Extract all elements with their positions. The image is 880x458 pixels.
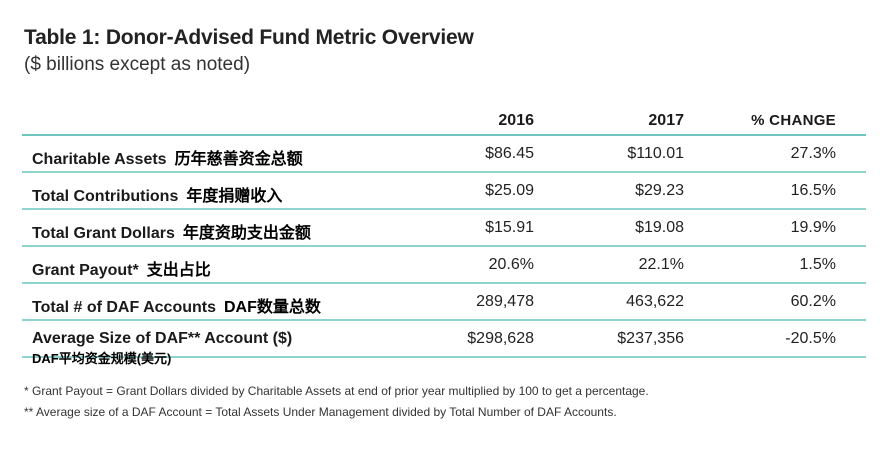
footnote-grant-payout: * Grant Payout = Grant Dollars divided b… xyxy=(24,384,649,398)
table-row: Total Contributions 年度捐赠收入 $25.09 $29.23 … xyxy=(22,173,866,210)
cell-2017: 463,622 xyxy=(626,293,684,310)
cell-2017: $110.01 xyxy=(627,145,684,162)
row-label-zh: DAF数量总数 xyxy=(224,299,321,316)
footnote-average-size: ** Average size of a DAF Account = Total… xyxy=(24,405,617,419)
table-header: 2016 2017 % CHANGE xyxy=(22,100,866,136)
row-label-zh: 支出占比 xyxy=(146,262,211,279)
row-label: Charitable Assets 历年慈善资金总额 xyxy=(32,145,303,169)
row-label-en: Total Contributions xyxy=(32,188,179,205)
last-row-label-zh: DAF平均资金规模(美元) xyxy=(32,351,172,366)
row-label-en: Average Size of DAF** Account ($) xyxy=(32,330,293,347)
cell-change: 1.5% xyxy=(799,256,836,273)
row-label-zh: 年度捐赠收入 xyxy=(186,188,283,205)
table-row: Average Size of DAF** Account ($) $298,6… xyxy=(22,321,866,358)
row-label: Total # of DAF Accounts DAF数量总数 xyxy=(32,293,321,317)
cell-2017: $29.23 xyxy=(635,182,684,199)
row-label-en: Charitable Assets xyxy=(32,151,167,168)
cell-2017: $19.08 xyxy=(635,219,684,236)
cell-2016: $86.45 xyxy=(485,145,534,162)
row-label: Average Size of DAF** Account ($) xyxy=(32,330,292,348)
row-label-en: Grant Payout* xyxy=(32,262,139,279)
column-header-2017: 2017 xyxy=(648,112,684,129)
cell-change: 19.9% xyxy=(790,219,836,236)
cell-change: -20.5% xyxy=(785,330,836,347)
column-header-change: % CHANGE xyxy=(751,112,836,129)
cell-change: 27.3% xyxy=(790,145,836,162)
table-row: Total Grant Dollars 年度资助支出金额 $15.91 $19.0… xyxy=(22,210,866,247)
row-label-en: Total # of DAF Accounts xyxy=(32,299,216,316)
table-row: Total # of DAF Accounts DAF数量总数 289,478 4… xyxy=(22,284,866,321)
cell-change: 16.5% xyxy=(790,182,836,199)
cell-2016: $298,628 xyxy=(467,330,534,347)
table-title: Table 1: Donor-Advised Fund Metric Overv… xyxy=(24,26,474,49)
cell-2016: $25.09 xyxy=(485,182,534,199)
metrics-table: 2016 2017 % CHANGE Charitable Assets 历年慈善… xyxy=(22,100,866,358)
footnotes: * Grant Payout = Grant Dollars divided b… xyxy=(24,384,649,426)
row-label-zh: 年度资助支出金额 xyxy=(182,225,311,242)
table-row: Charitable Assets 历年慈善资金总额 $86.45 $110.01… xyxy=(22,136,866,173)
cell-2016: $15.91 xyxy=(485,219,534,236)
cell-2016: 20.6% xyxy=(488,256,534,273)
cell-2016: 289,478 xyxy=(476,293,534,310)
row-label: Total Grant Dollars 年度资助支出金额 xyxy=(32,219,311,243)
row-label-zh: 历年慈善资金总额 xyxy=(174,151,303,168)
cell-2017: 22.1% xyxy=(638,256,684,273)
table-subtitle: ($ billions except as noted) xyxy=(24,54,251,75)
table-row: Grant Payout* 支出占比 20.6% 22.1% 1.5% xyxy=(22,247,866,284)
column-header-2016: 2016 xyxy=(498,112,534,129)
row-label: Total Contributions 年度捐赠收入 xyxy=(32,182,282,206)
cell-2017: $237,356 xyxy=(617,330,684,347)
row-label-en: Total Grant Dollars xyxy=(32,225,175,242)
row-label: Grant Payout* 支出占比 xyxy=(32,256,211,280)
cell-change: 60.2% xyxy=(790,293,836,310)
